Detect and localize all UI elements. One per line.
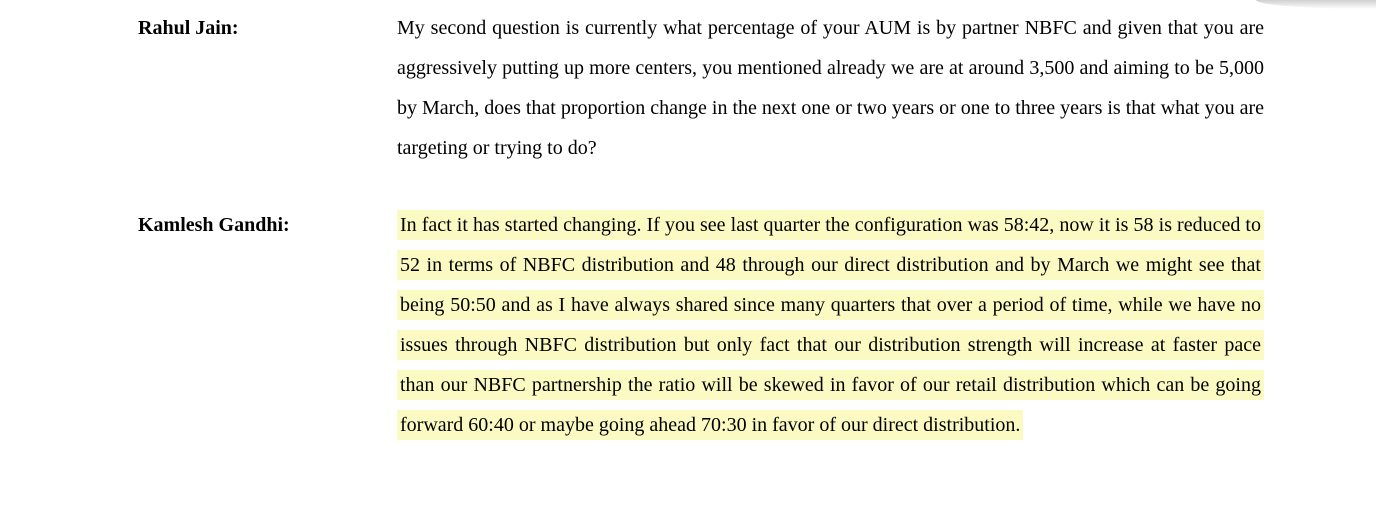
speaker-statement: My second question is currently what per… bbox=[397, 8, 1264, 168]
speaker-name: Kamlesh Gandhi: bbox=[138, 214, 290, 236]
speaker-name: Rahul Jain: bbox=[138, 17, 239, 39]
transcript-body: Rahul Jain: My second question is curren… bbox=[0, 8, 1376, 445]
highlighted-statement-text: In fact it has started changing. If you … bbox=[397, 210, 1264, 440]
speaker-statement: In fact it has started changing. If you … bbox=[397, 205, 1264, 445]
transcript-entry: Kamlesh Gandhi: In fact it has started c… bbox=[0, 205, 1376, 445]
transcript-entry: Rahul Jain: My second question is curren… bbox=[0, 8, 1376, 168]
statement-text: My second question is currently what per… bbox=[397, 17, 1264, 159]
